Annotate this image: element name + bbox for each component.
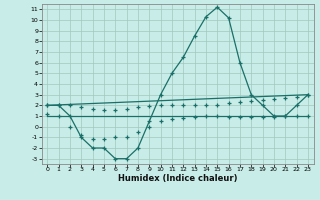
X-axis label: Humidex (Indice chaleur): Humidex (Indice chaleur): [118, 174, 237, 183]
